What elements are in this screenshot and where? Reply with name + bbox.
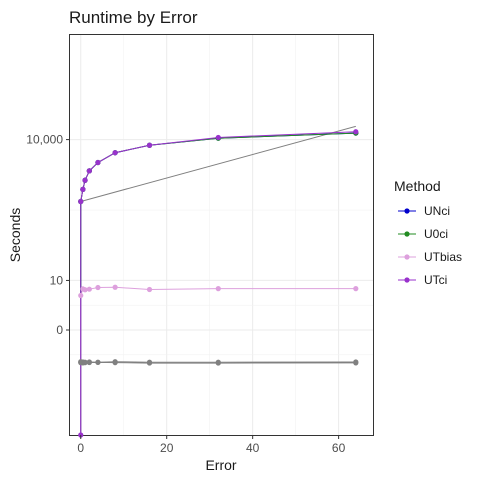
series-utci-point (78, 198, 84, 205)
series-utbias-point (86, 286, 92, 292)
series-utci-point (86, 168, 92, 174)
series-utbias-point (146, 286, 153, 293)
series-utbias-line (80, 286, 356, 435)
legend-label-u0ci: U0ci (424, 227, 448, 241)
x-tick-label: 0 (77, 441, 84, 455)
chart-title: Runtime by Error (69, 8, 198, 27)
x-tick-label: 20 (160, 441, 174, 455)
series-utci-point (353, 129, 359, 135)
legend-key-point (404, 208, 410, 214)
series-utbias-point (82, 287, 88, 293)
extra-series-1-point (353, 360, 359, 366)
series-utci-line (80, 131, 356, 435)
y-axis: 10,000 10 0 (26, 133, 70, 337)
series-utci-point (146, 142, 153, 148)
extra-series-1-point (112, 360, 118, 366)
series-utci-point (215, 134, 221, 141)
legend-key-point (404, 254, 410, 260)
plot-panel (69, 34, 374, 436)
y-tick-label: 10,000 (26, 133, 63, 147)
x-tick-label: 60 (332, 441, 346, 455)
series-utbias-point (353, 286, 359, 292)
series-utbias-point (78, 292, 84, 299)
legend-key-point (404, 231, 410, 237)
extra-series-1-point (86, 359, 92, 366)
series-utci-point (82, 177, 88, 183)
y-tick-label: 10 (50, 273, 64, 287)
y-tick-label: 0 (56, 323, 63, 337)
x-axis: 0 20 40 60 (77, 435, 346, 455)
series-utbias-point (95, 284, 101, 291)
x-tick-label: 40 (246, 441, 260, 455)
grid-lines (70, 35, 373, 435)
series-utbias-point (215, 286, 221, 292)
legend-label-unci: UNci (424, 204, 450, 218)
extra-series-1-point (95, 359, 101, 366)
series-utci-point (80, 186, 86, 192)
legend-label-utci: UTci (424, 273, 447, 287)
x-axis-title: Error (205, 457, 236, 473)
extra-series-1-point (215, 360, 221, 366)
legend-label-utbias: UTbias (424, 250, 462, 264)
series-points (78, 129, 359, 438)
extra-series-1-point (82, 360, 88, 366)
legend-key-point (404, 277, 410, 283)
legend-title: Method (394, 178, 441, 194)
legend: Method UNci U0ci UTbias UTci (394, 178, 462, 287)
y-axis-title: Seconds (7, 208, 23, 262)
series-utbias-point (112, 284, 118, 290)
extra-series-1-point (146, 360, 153, 366)
series-utci-point (95, 159, 101, 166)
series-utci-point (112, 150, 118, 156)
